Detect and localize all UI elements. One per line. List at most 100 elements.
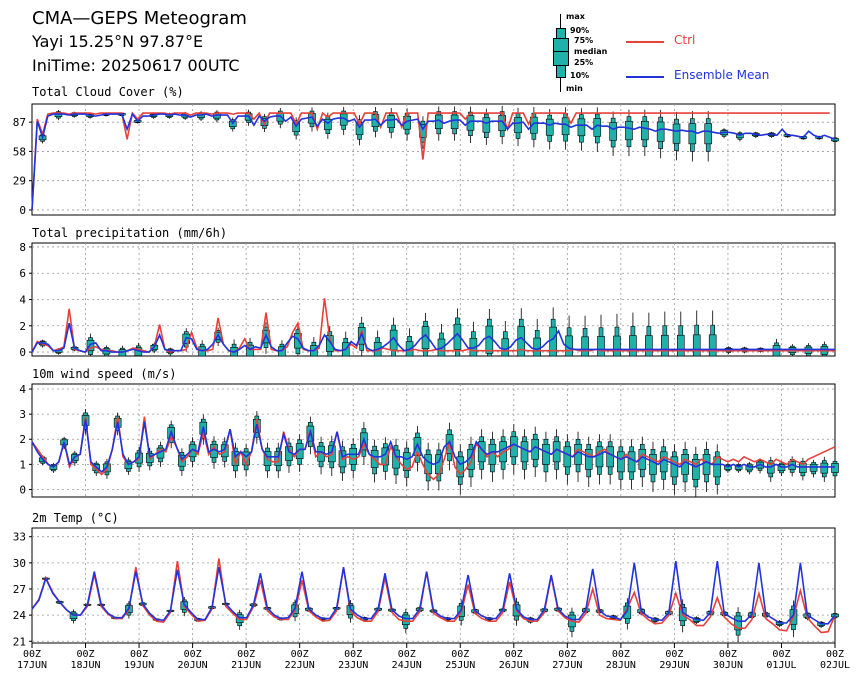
x-date-label: 29JUN bbox=[659, 660, 689, 671]
box-legend-inner-box bbox=[553, 38, 569, 66]
init-time-label: IniTime: 20250617 00UTC bbox=[32, 56, 240, 75]
panel-frame bbox=[31, 383, 836, 498]
box-inner bbox=[514, 117, 522, 134]
x-date-label: 26JUN bbox=[499, 660, 529, 671]
box-inner bbox=[392, 449, 400, 469]
y-tick-label: 0 bbox=[19, 483, 26, 496]
x-date-label: 24JUN bbox=[392, 660, 422, 671]
x-hour-label: 00Z bbox=[665, 649, 683, 660]
x-hour-label: 00Z bbox=[505, 649, 523, 660]
box-inner bbox=[349, 447, 358, 465]
box-inner bbox=[820, 462, 829, 474]
box-inner bbox=[676, 334, 685, 357]
x-date-label: 18JUN bbox=[70, 660, 100, 671]
x-hour-label: 00Z bbox=[291, 649, 309, 660]
y-tick-label: 29 bbox=[13, 175, 26, 188]
box-inner bbox=[324, 118, 332, 131]
panel-title: Total Cloud Cover (%) bbox=[32, 85, 184, 99]
x-date-label: 30JUN bbox=[713, 660, 743, 671]
box-inner bbox=[563, 446, 572, 468]
legend-p10: 10% bbox=[570, 71, 590, 80]
box-inner bbox=[549, 326, 557, 357]
box-inner bbox=[629, 335, 637, 357]
box-legend-median bbox=[553, 51, 569, 52]
box-inner bbox=[413, 437, 422, 456]
y-tick-label: 8 bbox=[19, 241, 26, 254]
legend-p90: 90% bbox=[570, 26, 590, 35]
x-date-label: 02JUL bbox=[820, 660, 850, 671]
mean-legend-line bbox=[626, 76, 664, 78]
box-inner bbox=[734, 615, 742, 631]
box-inner bbox=[498, 115, 506, 132]
box-inner bbox=[577, 118, 586, 137]
box-inner bbox=[831, 138, 839, 142]
box-inner bbox=[766, 462, 775, 474]
y-tick-label: 0 bbox=[19, 346, 26, 359]
box-inner bbox=[246, 344, 254, 357]
box-legend: max 90% 75% median 25% 10% min bbox=[552, 10, 612, 96]
y-tick-label: 1 bbox=[19, 458, 26, 471]
box-inner bbox=[625, 120, 633, 141]
y-tick-label: 27 bbox=[13, 583, 26, 596]
panel-frame bbox=[31, 103, 836, 216]
box-inner bbox=[545, 118, 554, 136]
legend-max: max bbox=[566, 12, 585, 21]
x-date-label: 25JUN bbox=[445, 660, 475, 671]
box-inner bbox=[661, 334, 669, 357]
x-hour-label: 00Z bbox=[719, 649, 737, 660]
panel-title: 2m Temp (°C) bbox=[32, 511, 119, 525]
x-hour-label: 00Z bbox=[826, 649, 844, 660]
box-inner bbox=[606, 446, 614, 468]
box-inner bbox=[435, 454, 443, 475]
x-date-label: 27JUN bbox=[552, 660, 582, 671]
x-date-label: 21JUN bbox=[231, 660, 261, 671]
panel-title: Total precipitation (mm/6h) bbox=[32, 226, 227, 240]
x-hour-label: 00Z bbox=[398, 649, 416, 660]
x-hour-label: 00Z bbox=[558, 649, 576, 660]
x-hour-label: 00Z bbox=[237, 649, 255, 660]
x-date-label: 01JUL bbox=[766, 660, 796, 671]
box-inner bbox=[708, 334, 717, 357]
legend-p25: 25% bbox=[574, 58, 594, 67]
y-tick-label: 2 bbox=[19, 320, 26, 333]
x-hour-label: 00Z bbox=[612, 649, 630, 660]
x-date-label: 23JUN bbox=[338, 660, 368, 671]
x-hour-label: 00Z bbox=[344, 649, 362, 660]
y-tick-label: 24 bbox=[13, 609, 27, 622]
x-hour-label: 00Z bbox=[772, 649, 790, 660]
legend-p75: 75% bbox=[574, 36, 594, 45]
x-date-label: 22JUN bbox=[285, 660, 315, 671]
ctrl-series-line bbox=[31, 416, 836, 481]
ctrl-series-line bbox=[31, 111, 830, 211]
y-tick-label: 30 bbox=[13, 557, 26, 570]
box-inner bbox=[402, 452, 411, 471]
box-inner bbox=[609, 122, 617, 141]
box-inner bbox=[688, 123, 697, 145]
y-tick-label: 3 bbox=[19, 408, 26, 421]
box-inner bbox=[482, 117, 491, 133]
box-inner bbox=[692, 459, 700, 480]
box-inner bbox=[387, 115, 396, 129]
panel-frame bbox=[31, 527, 836, 644]
box-inner bbox=[597, 336, 605, 357]
y-tick-label: 6 bbox=[19, 267, 26, 280]
mean-series-line bbox=[31, 323, 835, 354]
x-date-label: 28JUN bbox=[606, 660, 636, 671]
y-tick-label: 87 bbox=[13, 116, 26, 129]
box-inner bbox=[645, 335, 653, 357]
box-inner bbox=[584, 448, 593, 470]
box-inner bbox=[450, 114, 459, 130]
box-inner bbox=[617, 451, 625, 473]
legend-min: min bbox=[566, 84, 583, 93]
x-hour-label: 00Z bbox=[184, 649, 202, 660]
ctrl-legend-line bbox=[626, 41, 664, 43]
x-date-label: 19JUN bbox=[124, 660, 154, 671]
ctrl-legend-label: Ctrl bbox=[674, 33, 696, 47]
box-inner bbox=[809, 463, 818, 472]
box-inner bbox=[672, 123, 681, 144]
box-inner bbox=[542, 443, 550, 465]
box-inner bbox=[517, 326, 526, 357]
box-inner bbox=[704, 123, 713, 145]
x-hour-label: 00Z bbox=[130, 649, 148, 660]
x-date-label: 17JUN bbox=[17, 660, 47, 671]
